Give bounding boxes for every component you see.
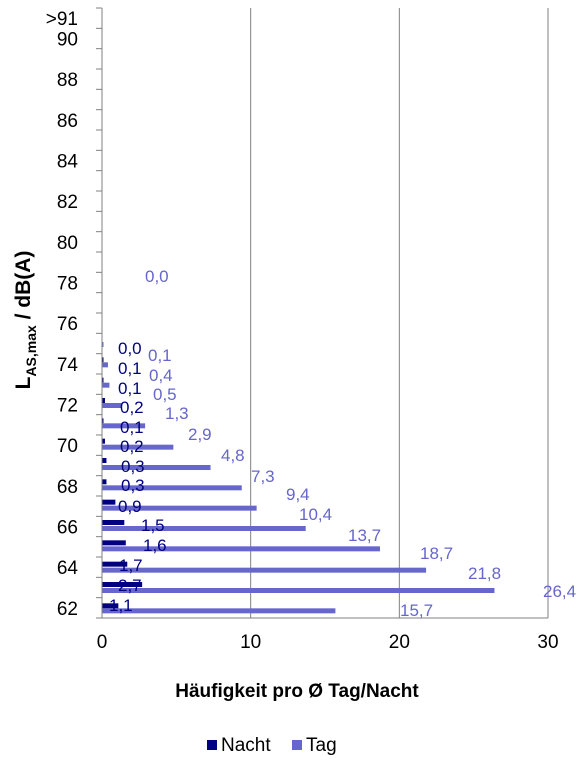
data-label-nacht: 1,6 (143, 536, 167, 555)
y-tick-label: 86 (57, 111, 78, 132)
bar-nacht (102, 377, 104, 383)
bar-tag (102, 444, 174, 450)
bar-tag (102, 526, 306, 531)
x-tick-label: 30 (537, 632, 558, 653)
bar-nacht (102, 520, 125, 525)
bar-nacht (102, 398, 105, 403)
data-labels: 1,1 15,7 2,7 26,4 1,7 21,8 1,6 18,7 1,5 13,7 0,9 10… (109, 267, 576, 620)
y-tick-label: 78 (57, 274, 78, 295)
x-axis-title: Häufigkeit pro Ø Tag/Nacht (175, 681, 419, 702)
y-tick-label: 62 (57, 599, 78, 620)
bar-nacht (102, 357, 104, 363)
data-label-nacht: 0,2 (120, 398, 144, 417)
bar-tag (102, 342, 104, 347)
bar-nacht (102, 561, 128, 567)
y-tick-label: 74 (57, 355, 79, 376)
y-axis-title-sub: AS,max (23, 325, 39, 377)
x-tick-label: 0 (97, 632, 108, 653)
data-label-tag: 0,0 (145, 267, 169, 286)
y-tick-label: 68 (57, 477, 78, 498)
data-label-nacht: 0,3 (121, 476, 145, 495)
data-label-nacht: 1,1 (109, 596, 133, 615)
bar-tag (102, 485, 242, 491)
data-label-tag: 4,8 (221, 446, 245, 465)
data-label-tag: 13,7 (348, 526, 381, 545)
y-tick-label: 88 (57, 70, 78, 91)
y-tick-label: 66 (57, 518, 78, 539)
legend: Nacht Tag (207, 735, 337, 756)
data-label-tag: 15,7 (400, 601, 433, 620)
bar-tag (102, 505, 257, 511)
bar-nacht (102, 458, 107, 463)
data-label-nacht: 0,1 (118, 359, 142, 378)
bar-nacht (102, 479, 107, 485)
y-tick-label: 80 (57, 233, 78, 254)
bar-tag (102, 465, 211, 470)
bar-tag (102, 382, 110, 388)
data-label-nacht: 1,7 (119, 556, 143, 575)
data-label-nacht: 1,5 (141, 516, 165, 535)
bar-nacht (102, 438, 105, 444)
legend-label-tag: Tag (306, 735, 337, 756)
data-label-tag: 9,4 (286, 485, 310, 504)
bar-nacht (102, 499, 116, 505)
legend-swatch-nacht (207, 740, 217, 750)
y-axis-title-rest: / dB(A) (12, 251, 35, 326)
tick-labels: 0 10 20 30 62 64 66 68 70 72 74 76 78 80 82 84 86 88 90>91 (46, 9, 559, 653)
bar-nacht (102, 540, 126, 546)
y-tick-label: 82 (57, 192, 78, 213)
data-label-nacht: 0,3 (121, 457, 145, 476)
y-tick-label: 84 (57, 152, 79, 173)
data-label-tag: 26,4 (543, 582, 576, 601)
y-tick-label: >91 (46, 9, 78, 30)
data-label-tag: 0,4 (149, 366, 173, 385)
x-tick-label: 10 (240, 632, 261, 653)
y-tick-label: 72 (57, 396, 78, 417)
data-label-tag: 10,4 (299, 505, 332, 524)
data-label-tag: 0,5 (153, 385, 177, 404)
legend-label-nacht: Nacht (221, 735, 271, 756)
data-label-tag: 0,1 (148, 346, 172, 365)
bar-tag (102, 546, 381, 552)
y-axis-title-main: L (12, 376, 35, 389)
bar-tag (102, 588, 495, 593)
data-label-tag: 1,3 (165, 404, 189, 423)
bar-tag (102, 362, 108, 368)
bar-nacht (102, 418, 104, 424)
x-tick-label: 20 (389, 632, 410, 653)
data-label-nacht: 0,1 (120, 418, 144, 437)
y-axis-title: LAS,max / dB(A) (12, 251, 39, 390)
data-label-nacht: 0,1 (118, 379, 142, 398)
bars (102, 342, 495, 614)
y-tick-label: 90 (57, 30, 78, 51)
data-label-tag: 2,9 (188, 425, 212, 444)
data-label-tag: 7,3 (251, 467, 275, 486)
bar-tag (102, 567, 427, 573)
bar-tag (102, 403, 122, 408)
y-tick-label: 64 (57, 558, 79, 579)
y-tick-label: 70 (57, 436, 78, 457)
bar-tag (102, 608, 336, 614)
data-label-nacht: 0,9 (118, 497, 142, 516)
y-tick-label: 76 (57, 314, 78, 335)
bar-tag (102, 423, 146, 429)
bar-nacht (102, 603, 119, 609)
data-label-tag: 18,7 (420, 544, 453, 563)
legend-swatch-tag (292, 740, 302, 750)
data-label-tag: 21,8 (468, 564, 501, 583)
gridlines (250, 8, 549, 618)
axes (96, 7, 548, 619)
data-label-nacht: 0,2 (120, 437, 144, 456)
data-label-nacht: 0,0 (118, 339, 142, 358)
bar-nacht (102, 582, 143, 587)
data-label-nacht: 2,7 (118, 576, 142, 595)
